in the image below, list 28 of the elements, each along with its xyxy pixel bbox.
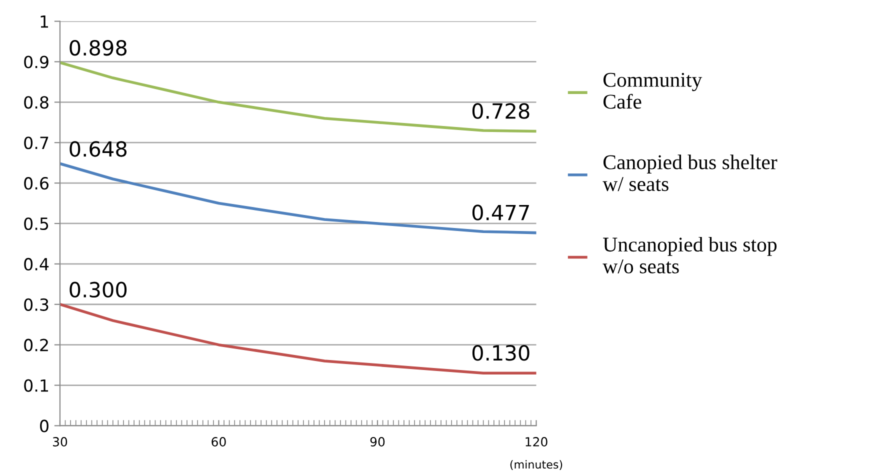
data-label: 0.477 — [472, 204, 529, 220]
data-label: 0.898 — [70, 40, 127, 56]
line-series — [60, 61, 536, 133]
y-tick-label: 0.9 — [24, 56, 48, 68]
x-tick-label: 30 — [52, 437, 68, 446]
y-tick-label: 0.2 — [24, 338, 48, 352]
y-tick-label: 0.4 — [24, 258, 49, 271]
y-tick-label: 1 — [40, 15, 48, 28]
y-tick-label: 0.8 — [24, 96, 48, 109]
y-tick-label: 0 — [40, 420, 48, 432]
x-tick-label: 120 — [526, 437, 548, 446]
legend-label: Canopied bus shelter w/ seats — [602, 154, 778, 192]
y-tick-label: 0.5 — [24, 217, 48, 230]
data-label: 0.130 — [472, 345, 530, 361]
y-tick-label: 0.7 — [24, 136, 48, 150]
data-label: 0.300 — [70, 282, 127, 298]
y-tick-label: 0.6 — [24, 177, 49, 190]
x-axis-title: (minutes) — [510, 460, 562, 470]
y-tick-label: 0.1 — [24, 379, 48, 392]
x-tick-label: 60 — [212, 437, 226, 446]
y-tick-label: 0.3 — [24, 298, 48, 311]
legend-label: Uncanopied bus stop w/o seats — [602, 236, 777, 274]
line-series — [60, 162, 536, 234]
x-tick-label: 90 — [370, 437, 385, 446]
data-label: 0.728 — [472, 103, 530, 119]
line-series — [60, 302, 536, 375]
data-label: 0.648 — [70, 141, 127, 157]
legend-label: Community Cafe — [603, 72, 702, 109]
